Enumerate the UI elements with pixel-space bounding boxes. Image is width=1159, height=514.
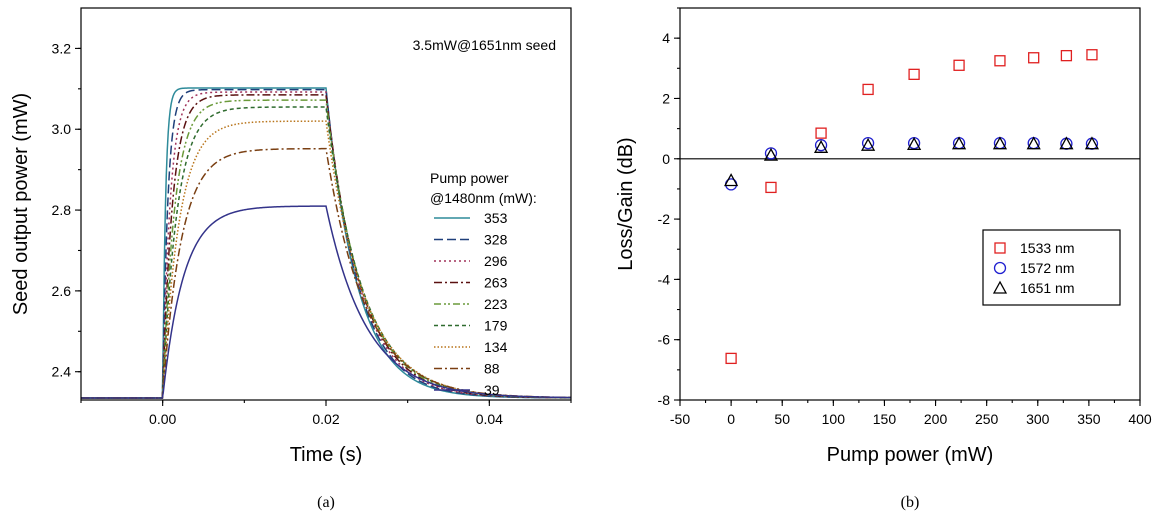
panel-a-legend-label-328: 328 [484,232,508,248]
panel-b-point-1572-nm [1027,136,1040,150]
panel-a-legend-label-39: 39 [484,382,500,398]
panel-b-legend-marker-1572-nm [993,261,1007,275]
panel-a-y-tick-label: 2.8 [52,202,72,218]
panel-b-legend-label-1651-nm: 1651 nm [1020,280,1074,296]
panel-a: 0.00 0.02 0.04 2.4 2.6 2.8 3.0 3.2 Time (s) See… [10,7,572,511]
panel-b-point-1651-nm [1059,136,1074,150]
panel-b-label: (b) [901,494,920,511]
panel-b-y-tick-label: 2 [662,90,670,106]
panel-a-ticks: 0.00 0.02 0.04 2.4 2.6 2.8 3.0 3.2 [52,40,572,427]
panel-b-point-1533-nm [725,352,737,365]
panel-a-ylabel: Seed output power (mW) [10,93,32,315]
panel-a-legend-label-263: 263 [484,275,508,291]
panel-a-x-tick-label: 0.00 [149,411,176,427]
panel-a-legend-label-353: 353 [484,210,508,226]
panel-b-legend-marker-1533-nm [994,242,1006,254]
panel-b-x-tick-label: -50 [670,411,690,427]
panel-b-point-1651-nm [992,136,1008,150]
panel-b-legend-label-1533-nm: 1533 nm [1020,240,1074,256]
panel-b-point-1533-nm [862,83,874,96]
panel-b-point-1572-nm [814,139,828,152]
panel-b-point-1533-nm [953,59,965,71]
panel-b-point-1533-nm [1060,49,1073,62]
panel-b: -50 0 50 100 150 200 250 300 350 400 -8 -6 -4 -2 0 2 4 P… [615,7,1152,511]
panel-a-x-tick-label: 0.02 [312,411,339,427]
panel-b-point-1533-nm [908,68,920,80]
panel-b-legend-box [982,229,1121,306]
panel-b-x-tick-label: 50 [774,411,790,427]
panel-b-point-1651-nm [906,136,922,150]
panel-b-point-1651-nm [813,139,829,153]
panel-b-plot-frame [679,7,1141,401]
panel-b-y-tick-label: -4 [658,271,671,287]
panel-b-point-1533-nm [994,55,1006,67]
panel-b-legend-label-1572-nm: 1572 nm [1020,260,1074,276]
panel-a-legend-label-134: 134 [484,339,508,355]
panel-b-point-1651-nm [1084,136,1100,150]
panel-a-y-tick-label: 3.2 [52,40,72,56]
panel-a-legend-label-223: 223 [484,296,508,312]
panel-b-x-tick-label: 300 [1026,411,1050,427]
panel-b-point-1651-nm [763,147,779,161]
panel-a-legend: 353 328 296 263 223 179 134 88 39 [434,210,508,398]
panel-b-point-1572-nm [952,136,966,150]
panel-b-y-tick-label: 4 [662,30,670,46]
panel-a-series-line-39 [81,205,572,399]
panel-b-x-tick-label: 400 [1128,411,1152,427]
panel-a-label: (a) [317,494,335,511]
panel-b-x-tick-label: 150 [873,411,897,427]
panel-a-y-tick-label: 2.6 [52,283,72,299]
panel-b-point-1651-nm [1026,136,1041,150]
panel-b-xlabel: Pump power (mW) [827,444,994,466]
panel-b-point-1572-nm [993,136,1007,150]
panel-b-x-tick-label: 200 [924,411,948,427]
panel-b-ylabel: Loss/Gain (dB) [615,137,637,270]
panel-a-annotation: 3.5mW@1651nm seed [413,37,556,53]
panel-b-x-tick-label: 350 [1077,411,1101,427]
panel-b-point-1572-nm [861,136,875,150]
panel-b-point-1651-nm [860,137,876,151]
panel-b-legend-marker-1651-nm [992,280,1008,294]
panel-a-xlabel: Time (s) [290,444,363,466]
panel-b-x-tick-label: 0 [727,411,735,427]
panel-b-point-1533-nm [1028,52,1040,64]
panel-a-series-lines [81,87,572,399]
panel-a-legend-label-296: 296 [484,253,508,269]
panel-a-legend-label-88: 88 [484,361,500,377]
panel-a-legend-label-179: 179 [484,318,508,334]
panel-b-point-1651-nm [724,173,739,187]
panel-b-point-1651-nm [951,136,967,150]
panel-b-ticks: -50 0 50 100 150 200 250 300 350 400 -8 -6 -4 -2 0 2 4 [658,7,1152,427]
panel-b-x-tick-label: 250 [975,411,999,427]
panel-b-y-tick-label: -8 [658,392,671,408]
panel-b-series-points [724,49,1100,365]
panel-b-y-tick-label: -2 [658,211,671,227]
panel-a-legend-title-line1: Pump power [430,170,509,186]
panel-b-point-1533-nm [815,127,827,139]
panel-b-y-tick-label: 0 [662,151,670,167]
panel-a-y-tick-label: 3.0 [52,121,72,137]
panel-b-x-tick-label: 100 [822,411,846,427]
panel-a-y-tick-label: 2.4 [52,364,72,380]
panel-b-legend: 1533 nm 1572 nm 1651 nm [992,240,1074,296]
panel-b-y-tick-label: -6 [658,332,671,348]
panel-a-x-tick-label: 0.04 [476,411,503,427]
panel-b-point-1533-nm [765,181,777,194]
panel-a-legend-title-line2: @1480nm (mW): [430,190,537,206]
panel-b-point-1533-nm [1086,49,1098,61]
